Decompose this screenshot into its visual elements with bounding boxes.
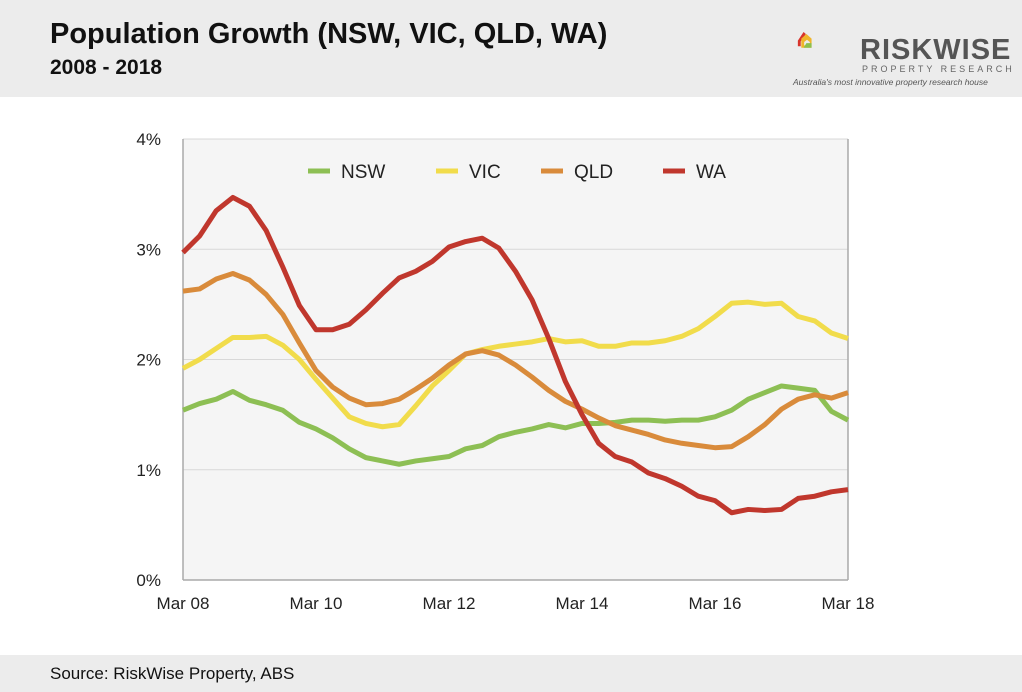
x-tick-label: Mar 08 [157,594,210,613]
logo-brand: RISKWISE [860,34,1012,66]
y-tick-label: 0% [136,571,161,590]
legend-label: VIC [469,162,501,183]
series-wa [181,194,849,516]
x-tick-label: Mar 14 [556,594,609,613]
header-band [0,0,1022,97]
source-note: Source: RiskWise Property, ABS [50,664,295,683]
x-tick-label: Mar 12 [423,594,476,613]
y-tick-label: 4% [136,130,161,149]
chart-subtitle: 2008 - 2018 [50,56,163,79]
x-tick-label: Mar 16 [689,594,742,613]
logo-tagline: Australia's most innovative property res… [793,77,988,87]
chart-title: Population Growth (NSW, VIC, QLD, WA) [50,18,608,50]
series-nsw [182,383,850,467]
legend-label: WA [696,162,726,183]
legend-label: QLD [574,162,613,183]
x-tick-label: Mar 18 [822,594,875,613]
y-tick-label: 3% [136,240,161,259]
riskwise-logo-icon [797,32,812,48]
series-qld [182,271,849,451]
series-vic [181,299,849,430]
legend-label: NSW [341,162,385,183]
x-tick-label: Mar 10 [290,594,343,613]
y-tick-label: 2% [136,351,161,370]
footer-band [0,655,1022,692]
logo-subtitle: PROPERTY RESEARCH [862,64,1015,74]
y-tick-label: 1% [136,461,161,480]
